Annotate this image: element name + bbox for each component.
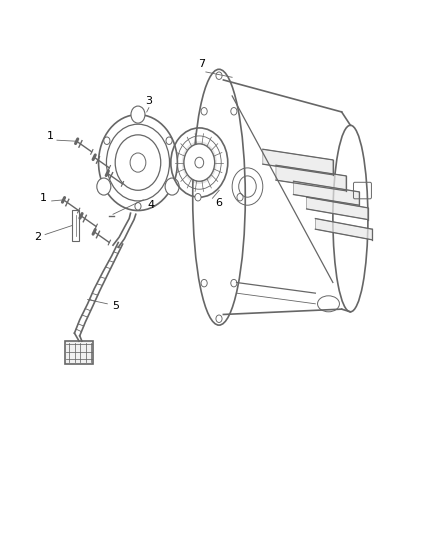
Circle shape bbox=[201, 279, 207, 287]
Circle shape bbox=[231, 108, 237, 115]
Polygon shape bbox=[307, 197, 368, 220]
Polygon shape bbox=[315, 219, 372, 240]
Circle shape bbox=[165, 178, 179, 195]
Text: 2: 2 bbox=[34, 232, 41, 242]
Text: 3: 3 bbox=[145, 96, 152, 106]
Polygon shape bbox=[276, 165, 346, 191]
Circle shape bbox=[135, 115, 141, 123]
Bar bbox=[72, 210, 79, 241]
Circle shape bbox=[104, 137, 110, 144]
Circle shape bbox=[216, 72, 222, 79]
Text: 7: 7 bbox=[198, 59, 205, 69]
Circle shape bbox=[231, 279, 237, 287]
Text: 5: 5 bbox=[113, 302, 120, 311]
Circle shape bbox=[216, 315, 222, 322]
Circle shape bbox=[104, 181, 110, 188]
Circle shape bbox=[195, 193, 201, 201]
Text: 1: 1 bbox=[47, 131, 54, 141]
Circle shape bbox=[166, 181, 172, 188]
Circle shape bbox=[201, 108, 207, 115]
Bar bbox=[65, 341, 93, 364]
Circle shape bbox=[131, 106, 145, 123]
Circle shape bbox=[135, 203, 141, 210]
Polygon shape bbox=[293, 181, 359, 205]
Circle shape bbox=[184, 144, 215, 181]
Polygon shape bbox=[263, 149, 333, 175]
Circle shape bbox=[166, 137, 172, 144]
Circle shape bbox=[182, 141, 217, 184]
Text: 4: 4 bbox=[148, 200, 155, 210]
Circle shape bbox=[97, 178, 111, 195]
Text: 1: 1 bbox=[40, 193, 47, 203]
Circle shape bbox=[237, 193, 243, 201]
Text: 6: 6 bbox=[215, 198, 223, 207]
